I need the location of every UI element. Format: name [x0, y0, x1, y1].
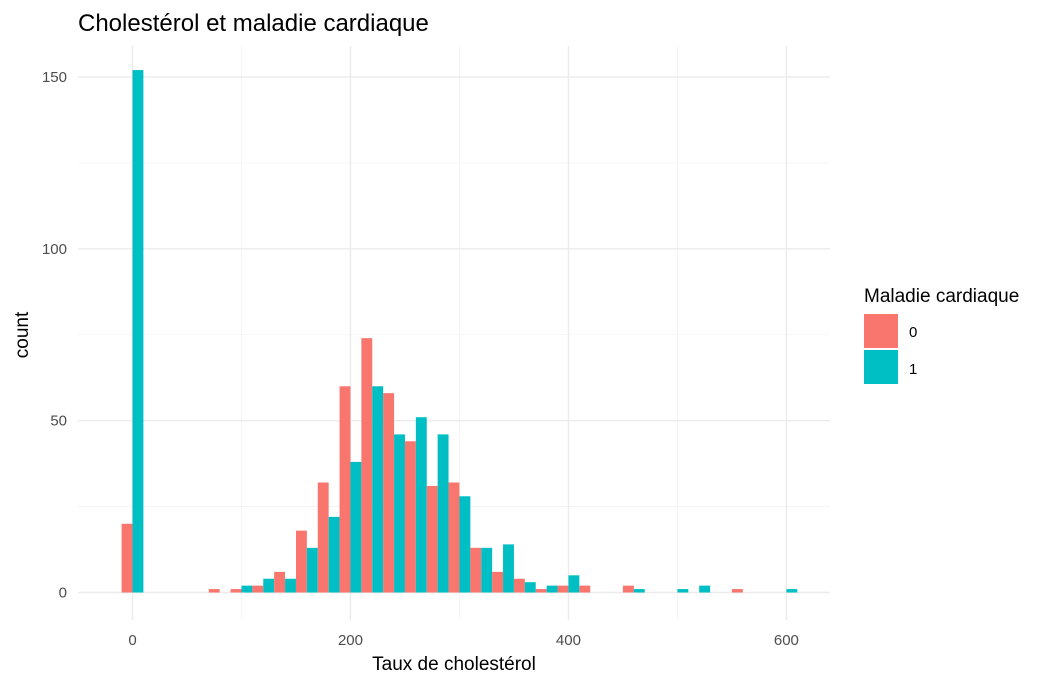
bar-series-1-bin-240 [394, 434, 405, 593]
bar-series-0-bin-280 [426, 485, 438, 593]
bar-series-0-bin-340 [492, 571, 504, 593]
bar-series-0-bin-140 [274, 571, 286, 593]
y-tick-label: 50 [50, 413, 67, 430]
bar-series-1-bin-140 [285, 578, 296, 593]
bar-series-1-bin-380 [546, 585, 558, 593]
legend-label-0: 0 [909, 324, 917, 341]
bar-series-0-bin-300 [448, 482, 460, 593]
major-gridlines [78, 46, 830, 620]
bar-series-0-bin-180 [317, 482, 329, 593]
bar-series-0-bin-380 [535, 589, 547, 593]
bar-series-1-bin-320 [481, 547, 493, 593]
bar-series-0-bin-460 [622, 585, 634, 593]
bar-series-1-bin-100 [241, 585, 253, 593]
bar-series-1-bin-0 [132, 70, 144, 593]
legend-swatch-1 [864, 350, 898, 384]
bar-series-1-bin-200 [350, 461, 362, 593]
bar-series-0-bin-160 [295, 530, 307, 593]
bar-series-0-bin-200 [339, 386, 351, 593]
bar-series-1-bin-600 [786, 589, 798, 593]
x-axis-title: Taux de cholestérol [372, 654, 536, 675]
bar-series-0-bin-80 [208, 589, 220, 593]
bar-series-1-bin-120 [263, 578, 275, 593]
y-tick-label: 0 [59, 585, 67, 602]
bar-series-0-bin-420 [579, 585, 591, 593]
x-tick-label: 0 [128, 632, 136, 649]
y-axis-title: count [12, 311, 33, 358]
x-tick-label: 600 [774, 632, 799, 649]
bar-series-1-bin-300 [459, 496, 471, 593]
bar-series-1-bin-460 [633, 589, 645, 593]
legend: Maladie cardiaque 0 1 [864, 286, 1019, 384]
bar-series-1-bin-400 [568, 575, 580, 593]
chart-title: Cholestérol et maladie cardiaque [78, 10, 429, 37]
bar-series-1-bin-160 [306, 547, 318, 593]
bar-series-0-bin-220 [361, 338, 373, 593]
minor-gridlines [78, 46, 830, 620]
bar-series-0-bin-120 [252, 585, 264, 593]
bar-series-1-bin-280 [437, 434, 449, 593]
bar-series-0-bin-320 [470, 547, 482, 593]
bar-series-1-bin-340 [503, 544, 514, 593]
y-tick-label: 150 [42, 69, 67, 86]
bar-series-1-bin-260 [415, 417, 427, 593]
legend-swatch-0 [864, 314, 898, 348]
bar-series-1-bin-520 [699, 585, 711, 593]
bar-series-0-bin-560 [731, 589, 743, 593]
bar-series-0-bin-260 [404, 441, 416, 593]
legend-label-1: 1 [909, 361, 917, 378]
x-tick-label: 200 [338, 632, 363, 649]
x-tick-label: 400 [556, 632, 581, 649]
legend-title: Maladie cardiaque [864, 286, 1019, 307]
bar-series-1-bin-500 [677, 589, 689, 593]
y-axis-ticks: 0 50 100 150 [42, 69, 67, 602]
bar-series-0-bin-400 [557, 585, 569, 593]
x-axis-ticks: 0 200 400 600 [128, 632, 799, 649]
bar-series-0-bin-0 [121, 523, 133, 593]
histogram-bars [121, 70, 798, 593]
bar-series-0-bin-360 [513, 578, 525, 593]
bar-series-1-bin-220 [372, 386, 384, 593]
bar-series-0-bin-100 [230, 589, 242, 593]
y-tick-label: 100 [42, 241, 67, 258]
bar-series-1-bin-360 [524, 582, 536, 593]
bar-series-1-bin-180 [328, 516, 340, 593]
bar-series-0-bin-240 [383, 393, 395, 593]
